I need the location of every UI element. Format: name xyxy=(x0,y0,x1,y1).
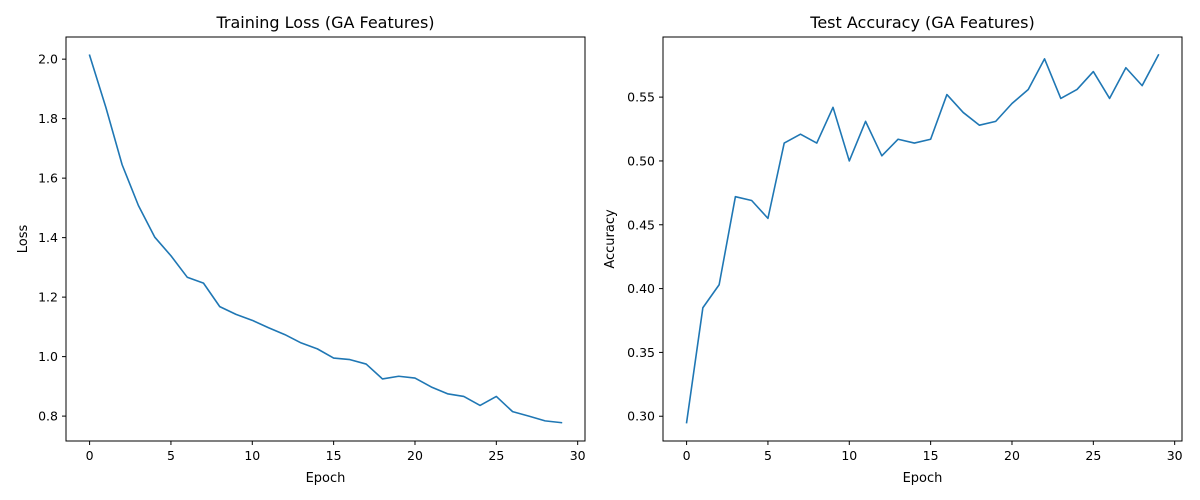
accuracy-y-tick-label: 0.55 xyxy=(627,90,655,105)
loss-y-tick-label: 1.6 xyxy=(38,171,58,186)
accuracy-y-tick-label: 0.40 xyxy=(627,281,655,296)
accuracy-y-tick-label: 0.50 xyxy=(627,153,655,168)
loss-y-tick-label: 1.4 xyxy=(38,230,58,245)
loss-y-tick-label: 0.8 xyxy=(38,409,58,424)
accuracy-x-axis-label: Epoch xyxy=(903,471,943,486)
accuracy-x-tick-label: 5 xyxy=(764,448,772,463)
accuracy-x-tick-label: 25 xyxy=(1085,448,1101,463)
accuracy-chart-title: Test Accuracy (GA Features) xyxy=(809,13,1034,32)
loss-chart-ticks: 0 5 10 15 20 25 30 0.8 1.0 1.2 1.4 1.6 1.8 2.0 xyxy=(38,52,586,463)
loss-x-tick-label: 20 xyxy=(407,448,423,463)
accuracy-chart-frame xyxy=(662,36,1183,442)
loss-chart: Training Loss (GA Features) 0 5 10 15 20 25 30… xyxy=(16,13,586,486)
accuracy-x-tick-label: 20 xyxy=(1004,448,1020,463)
loss-x-tick-label: 10 xyxy=(244,448,260,463)
accuracy-y-tick-label: 0.30 xyxy=(627,409,655,424)
accuracy-chart: Test Accuracy (GA Features) 0 5 10 15 20 25 30… xyxy=(603,13,1183,486)
loss-chart-title: Training Loss (GA Features) xyxy=(215,13,434,32)
loss-y-axis-label: Loss xyxy=(16,225,31,254)
accuracy-x-tick-label: 10 xyxy=(841,448,857,463)
accuracy-x-tick-label: 0 xyxy=(683,448,691,463)
loss-x-axis-label: Epoch xyxy=(306,471,346,486)
loss-x-tick-label: 15 xyxy=(326,448,342,463)
loss-y-tick-label: 2.0 xyxy=(38,52,58,67)
loss-chart-frame xyxy=(65,36,586,442)
accuracy-x-tick-label: 15 xyxy=(923,448,939,463)
accuracy-series-line xyxy=(685,53,1160,424)
accuracy-y-tick-label: 0.45 xyxy=(627,217,655,232)
loss-y-tick-label: 1.0 xyxy=(38,349,58,364)
loss-x-tick-label: 25 xyxy=(488,448,504,463)
loss-x-tick-label: 5 xyxy=(167,448,175,463)
accuracy-y-tick-label: 0.35 xyxy=(627,345,655,360)
loss-x-tick-label: 0 xyxy=(86,448,94,463)
accuracy-chart-ticks: 0 5 10 15 20 25 30 0.30 0.35 0.40 0.45 0.50 0.55 xyxy=(627,90,1183,463)
accuracy-x-tick-label: 30 xyxy=(1167,448,1183,463)
loss-y-tick-label: 1.2 xyxy=(38,290,58,305)
loss-series-line xyxy=(88,54,563,424)
loss-x-tick-label: 30 xyxy=(570,448,586,463)
loss-y-tick-label: 1.8 xyxy=(38,111,58,126)
accuracy-y-axis-label: Accuracy xyxy=(603,209,618,269)
